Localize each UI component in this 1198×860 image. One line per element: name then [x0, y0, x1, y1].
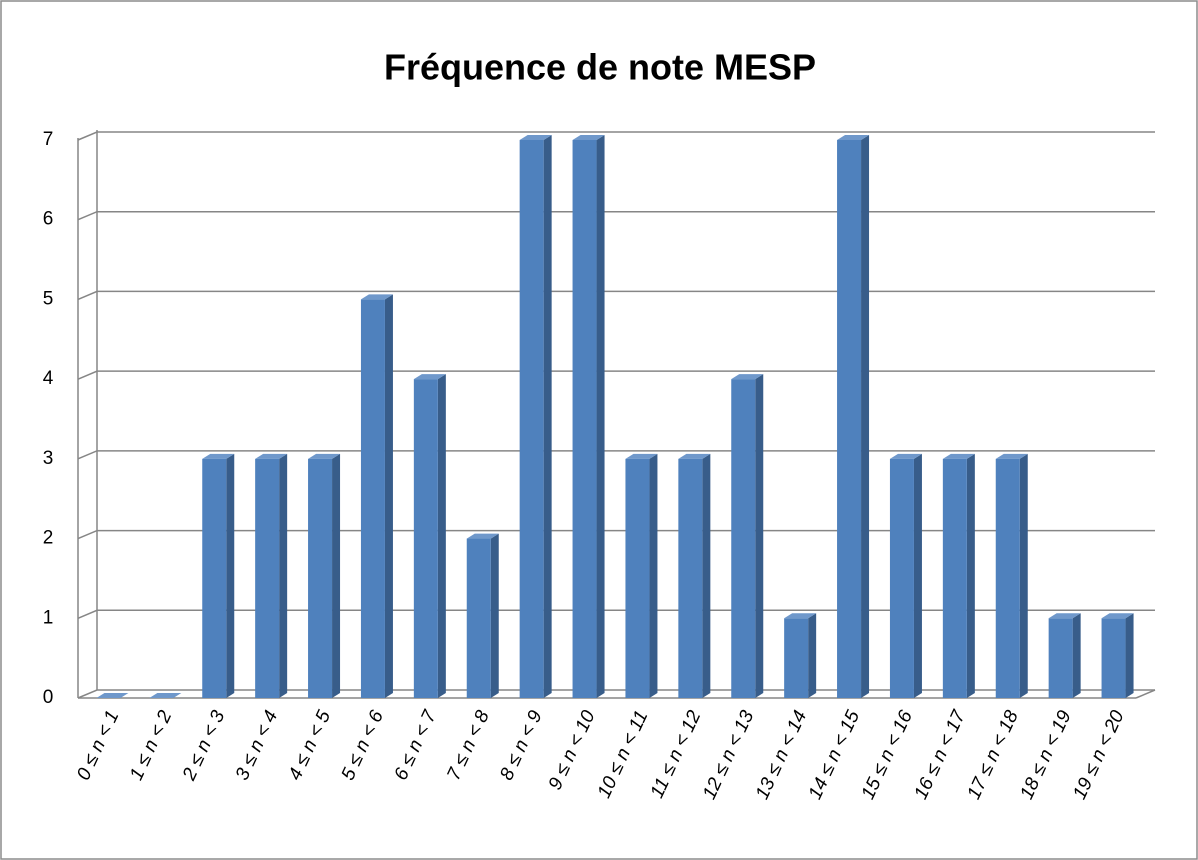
bar-side [755, 374, 764, 698]
bar-top [413, 374, 446, 380]
bar [413, 379, 438, 698]
y-tick-label: 3 [43, 448, 54, 469]
chart-title: Fréquence de note MESP [384, 47, 816, 88]
bar-top [731, 374, 764, 380]
grid-line [77, 450, 1155, 460]
bar-side [384, 294, 393, 698]
bar-top [255, 453, 288, 459]
bar-side [332, 453, 341, 698]
bar-top [519, 135, 552, 140]
grid-line [77, 131, 1155, 141]
bar-top [572, 135, 605, 140]
bar [889, 458, 914, 698]
bar-top [942, 453, 975, 459]
bar-top [360, 294, 393, 300]
bar-side [649, 453, 658, 698]
y-tick-label: 6 [43, 209, 54, 230]
bar-side [596, 135, 605, 698]
grid-line [77, 370, 1155, 380]
bar-top [995, 453, 1028, 459]
bar [519, 140, 544, 698]
bar-top [889, 453, 922, 459]
grid-line [77, 529, 1155, 540]
bar [308, 458, 333, 698]
bar-side [808, 613, 817, 698]
y-tick-label: 2 [43, 528, 54, 549]
y-tick-label: 4 [43, 368, 54, 389]
bar [625, 458, 650, 698]
bar-side [279, 453, 288, 698]
bar-side [966, 453, 975, 698]
bar-side [490, 533, 499, 698]
bar-top [308, 453, 341, 459]
bar-top [202, 453, 235, 459]
bar-side [543, 135, 552, 698]
bar-top [149, 693, 182, 698]
bar [678, 458, 703, 698]
bar [572, 140, 597, 698]
bar [731, 379, 756, 698]
y-tick-label: 5 [43, 288, 54, 309]
bar-side [1019, 453, 1028, 698]
bar-top [678, 453, 711, 459]
bar [255, 458, 280, 698]
y-tick-label: 7 [43, 129, 54, 150]
bar-top [625, 453, 658, 459]
floor-edge [1135, 689, 1156, 699]
bar [1101, 618, 1126, 698]
y-tick-label: 0 [43, 687, 54, 708]
bar-side [226, 453, 235, 698]
bar-top [96, 693, 129, 698]
bar [466, 538, 491, 698]
bar-top [1101, 613, 1134, 619]
y-tick-label: 1 [43, 607, 54, 628]
bar-side [861, 135, 870, 698]
bar [995, 458, 1020, 698]
bar-top [466, 533, 499, 539]
bar-side [1072, 613, 1081, 698]
bar [1048, 618, 1073, 698]
bar-side [1125, 613, 1134, 698]
bar-top [1048, 613, 1081, 619]
bar-side [702, 453, 711, 698]
bar [837, 140, 862, 698]
grid-line [77, 290, 1155, 301]
bar-side [913, 453, 922, 698]
bar [942, 458, 967, 698]
grid-line [77, 210, 1155, 221]
bar [784, 618, 809, 698]
bar [202, 458, 227, 698]
bar-top [837, 135, 870, 140]
bar-side [437, 374, 446, 698]
bar-top [784, 613, 817, 619]
grid-line [77, 609, 1155, 619]
bar [360, 299, 385, 698]
